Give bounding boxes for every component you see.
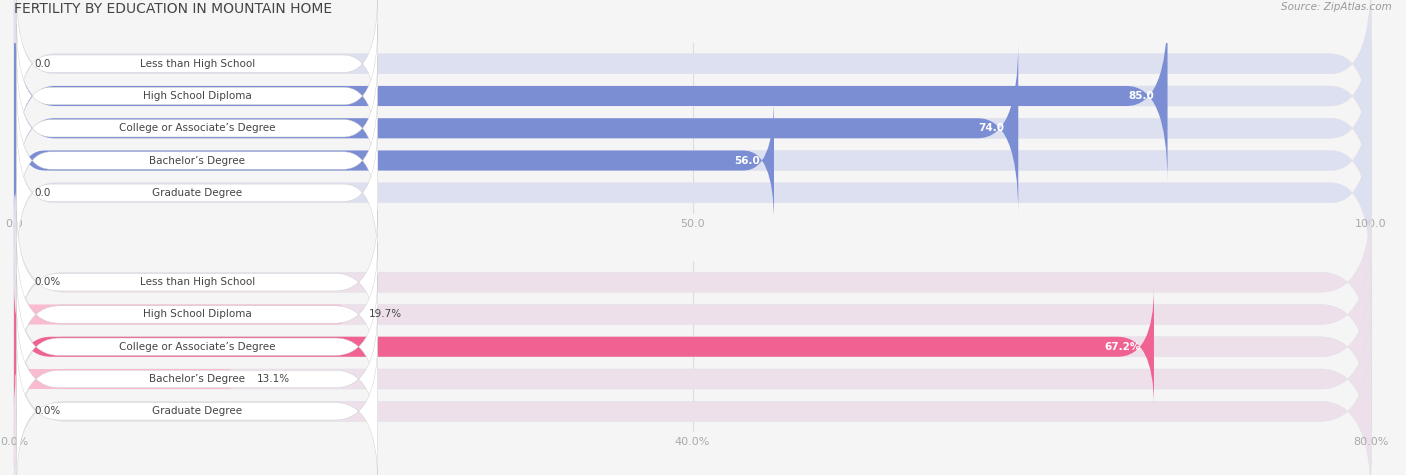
- Text: College or Associate’s Degree: College or Associate’s Degree: [120, 342, 276, 352]
- Text: High School Diploma: High School Diploma: [143, 310, 252, 320]
- FancyBboxPatch shape: [14, 74, 1371, 247]
- FancyBboxPatch shape: [14, 304, 349, 325]
- Text: 74.0: 74.0: [979, 123, 1005, 133]
- FancyBboxPatch shape: [14, 43, 1018, 214]
- Text: College or Associate’s Degree: College or Associate’s Degree: [120, 123, 276, 133]
- FancyBboxPatch shape: [17, 0, 378, 136]
- Text: 56.0: 56.0: [735, 155, 761, 165]
- FancyBboxPatch shape: [14, 195, 1371, 369]
- FancyBboxPatch shape: [14, 41, 1371, 215]
- FancyBboxPatch shape: [17, 339, 378, 475]
- FancyBboxPatch shape: [14, 9, 1371, 183]
- FancyBboxPatch shape: [17, 307, 378, 451]
- Text: Bachelor’s Degree: Bachelor’s Degree: [149, 374, 245, 384]
- FancyBboxPatch shape: [17, 57, 378, 200]
- Text: 0.0%: 0.0%: [34, 277, 60, 287]
- FancyBboxPatch shape: [14, 324, 1371, 475]
- FancyBboxPatch shape: [14, 106, 1371, 280]
- Text: Graduate Degree: Graduate Degree: [152, 188, 242, 198]
- Text: 0.0: 0.0: [34, 188, 51, 198]
- Text: FERTILITY BY EDUCATION IN MOUNTAIN HOME: FERTILITY BY EDUCATION IN MOUNTAIN HOME: [14, 2, 332, 16]
- Text: Less than High School: Less than High School: [139, 59, 254, 69]
- Text: 0.0%: 0.0%: [34, 406, 60, 416]
- FancyBboxPatch shape: [17, 210, 378, 354]
- FancyBboxPatch shape: [14, 287, 1154, 406]
- FancyBboxPatch shape: [14, 0, 1371, 151]
- Text: 67.2%: 67.2%: [1104, 342, 1140, 352]
- FancyBboxPatch shape: [17, 88, 378, 232]
- FancyBboxPatch shape: [14, 228, 1371, 401]
- Text: Source: ZipAtlas.com: Source: ZipAtlas.com: [1281, 2, 1392, 12]
- FancyBboxPatch shape: [14, 9, 1167, 183]
- FancyBboxPatch shape: [17, 275, 378, 418]
- Text: 19.7%: 19.7%: [368, 310, 402, 320]
- FancyBboxPatch shape: [17, 24, 378, 168]
- FancyBboxPatch shape: [14, 369, 236, 389]
- FancyBboxPatch shape: [14, 260, 1371, 434]
- Text: 0.0: 0.0: [34, 59, 51, 69]
- Text: Bachelor’s Degree: Bachelor’s Degree: [149, 155, 245, 165]
- Text: Graduate Degree: Graduate Degree: [152, 406, 242, 416]
- FancyBboxPatch shape: [17, 243, 378, 387]
- Text: 85.0: 85.0: [1128, 91, 1154, 101]
- Text: Less than High School: Less than High School: [139, 277, 254, 287]
- FancyBboxPatch shape: [14, 98, 773, 223]
- Text: High School Diploma: High School Diploma: [143, 91, 252, 101]
- FancyBboxPatch shape: [14, 292, 1371, 466]
- FancyBboxPatch shape: [17, 121, 378, 265]
- Text: 13.1%: 13.1%: [257, 374, 290, 384]
